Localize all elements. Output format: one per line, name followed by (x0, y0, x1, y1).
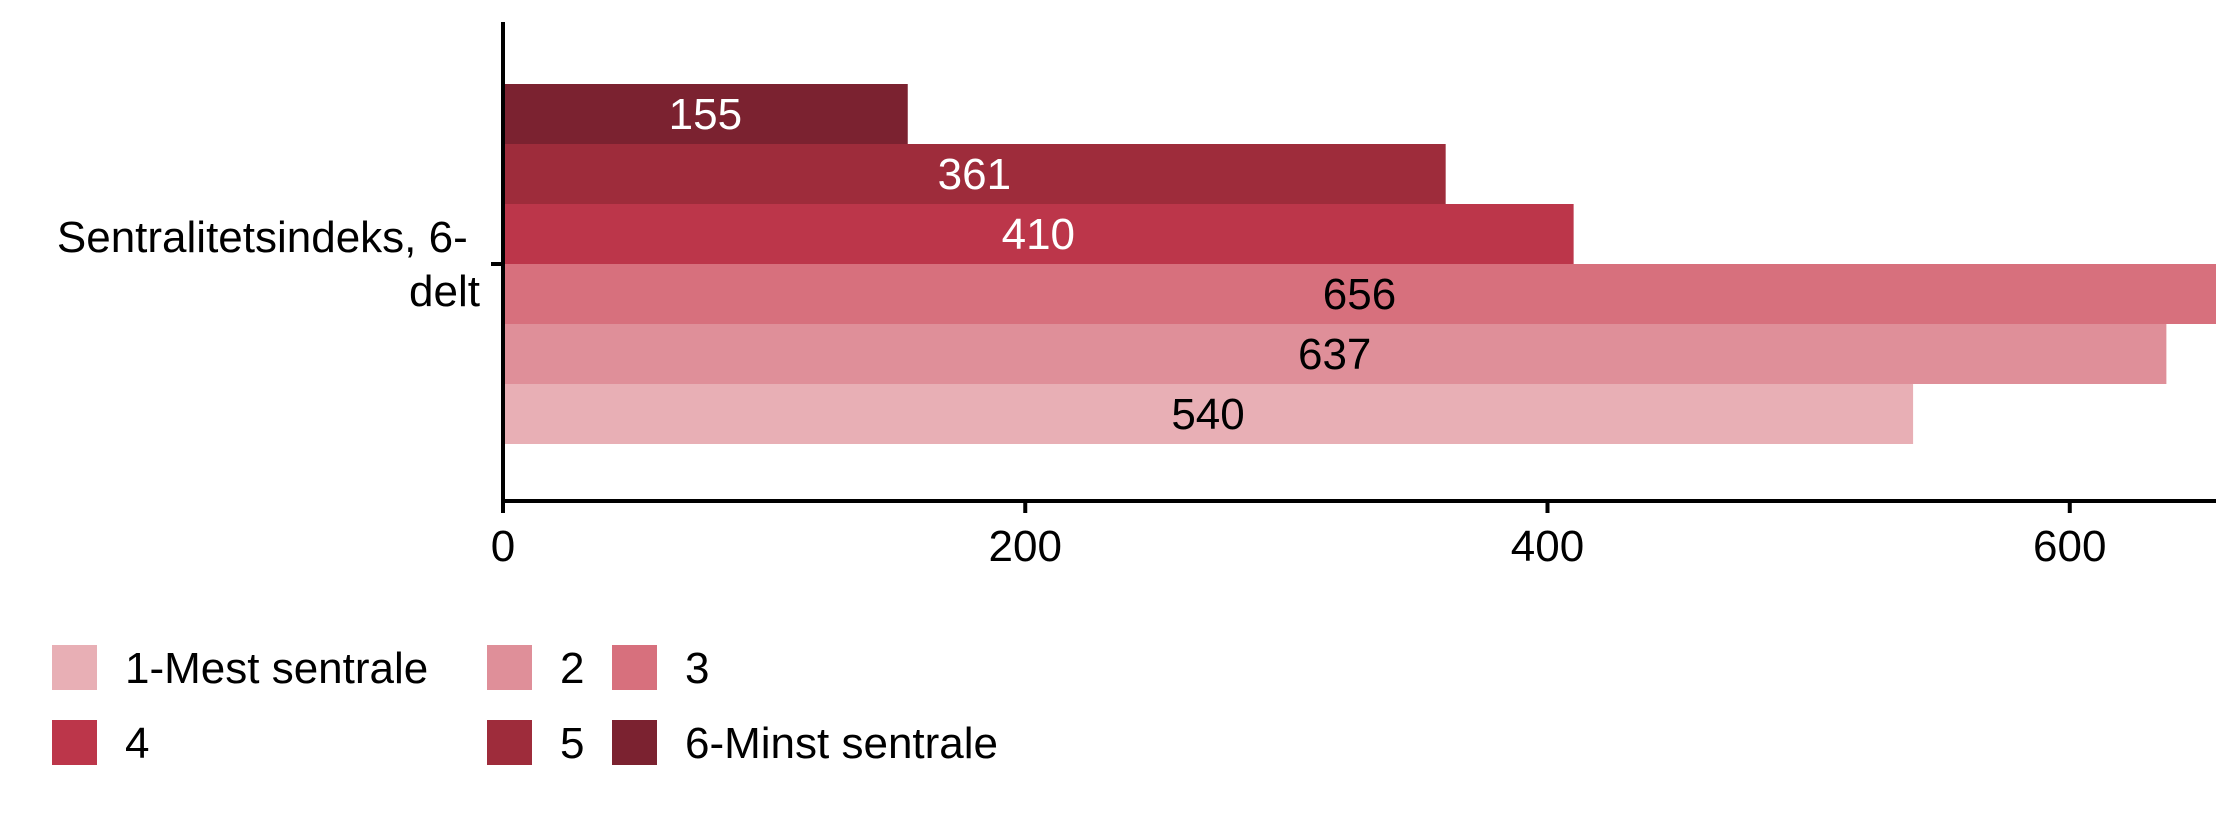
bar-value-labels: 155 361 410 656 637 540 (669, 90, 1397, 439)
bar-value-label: 656 (1323, 270, 1396, 319)
axes-group (491, 22, 2216, 503)
legend-item: 4 (52, 719, 149, 768)
bar-2 (503, 324, 2167, 384)
legend-swatch (612, 720, 657, 765)
legend-swatch (487, 645, 532, 690)
legend-label: 2 (560, 644, 584, 693)
legend-swatch (612, 645, 657, 690)
legend-item: 3 (612, 644, 709, 693)
x-tick-label: 0 (491, 522, 515, 571)
bar-value-label: 540 (1171, 390, 1244, 439)
bars-group (503, 84, 2216, 444)
legend-item: 6-Minst sentrale (612, 719, 998, 768)
legend-label: 3 (685, 644, 709, 693)
legend-label: 5 (560, 719, 584, 768)
bar-value-label: 155 (669, 90, 742, 139)
y-category-label-line-1: Sentralitetsindeks, 6- (57, 213, 468, 262)
y-category-label: Sentralitetsindeks, 6- delt (57, 213, 480, 316)
x-tick-label: 400 (1511, 522, 1584, 571)
bar-value-label: 361 (938, 150, 1011, 199)
x-axis-ticks: 0 200 400 600 (491, 501, 2106, 571)
legend-label: 6-Minst sentrale (685, 719, 998, 768)
bar-3 (503, 264, 2216, 324)
y-category-label-line-2: delt (409, 267, 480, 316)
bar-value-label: 637 (1298, 330, 1371, 379)
legend-item: 2 (487, 644, 584, 693)
legend-swatch (52, 720, 97, 765)
x-tick-label: 600 (2033, 522, 2106, 571)
legend-swatch (52, 645, 97, 690)
x-tick-label: 200 (989, 522, 1062, 571)
bar-5 (503, 144, 1446, 204)
bar-1-mest-sentrale (503, 384, 1914, 444)
bar-6-minst-sentrale (503, 84, 908, 144)
bar-value-label: 410 (1002, 210, 1075, 259)
legend-label: 1-Mest sentrale (125, 644, 428, 693)
legend-item: 5 (487, 719, 584, 768)
legend-label: 4 (125, 719, 149, 768)
legend-item: 1-Mest sentrale (52, 644, 428, 693)
legend-swatch (487, 720, 532, 765)
bar-4 (503, 204, 1574, 264)
legend: 1-Mest sentrale 2 3 4 5 6-Minst sentrale (52, 644, 998, 768)
